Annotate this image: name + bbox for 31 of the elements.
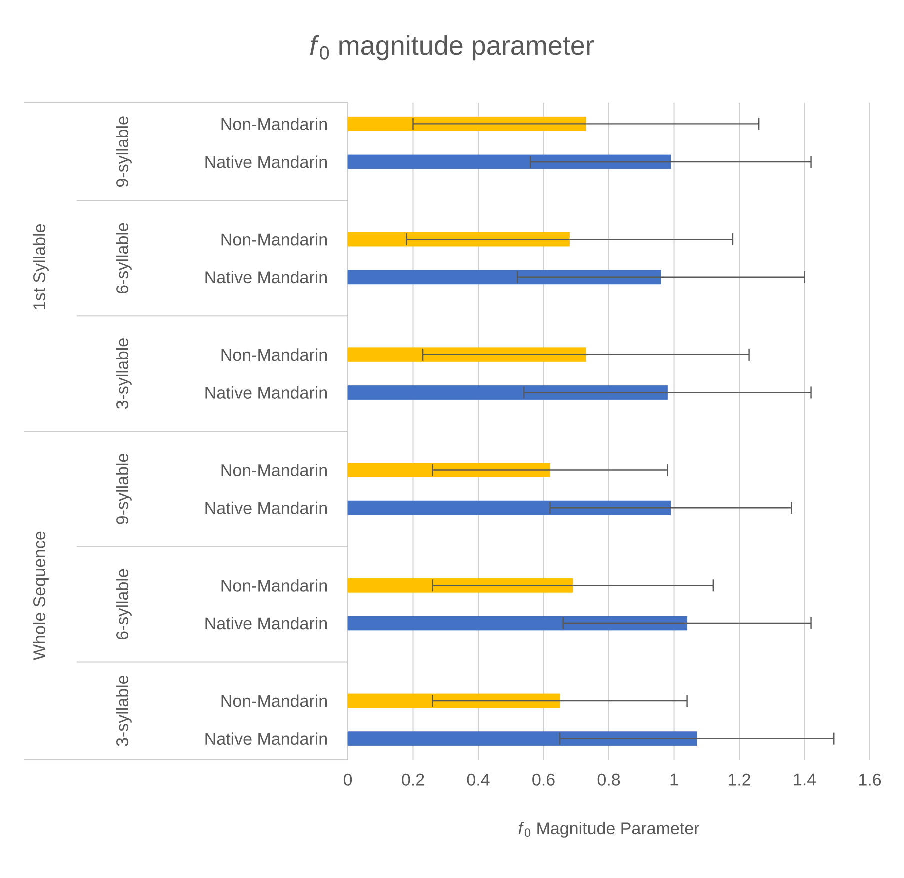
- x-tick-label: 0: [344, 774, 352, 786]
- y-tick-label: Native Mandarin: [206, 156, 327, 168]
- x-tick-label: 0.4: [467, 774, 490, 786]
- y-tick-label: Non-Mandarin: [222, 118, 328, 130]
- y-tick-label: Non-Mandarin: [222, 348, 328, 362]
- x-tick-label: 1.2: [728, 774, 750, 786]
- x-tick-label: 0.6: [532, 774, 555, 786]
- x-tick-label: 0.8: [598, 774, 620, 786]
- chart-title: f$_{0}$ magnitude parameter: [310, 35, 594, 61]
- y-tick-label: Native Mandarin: [206, 271, 327, 284]
- text: 6-syllable: [116, 569, 132, 640]
- x-tick-label: 0.2: [402, 774, 424, 786]
- y-tick-label: Native Mandarin: [206, 732, 327, 746]
- y-tick-label: Native Mandarin: [206, 502, 327, 514]
- text: Whole Sequence: [33, 532, 49, 660]
- x-tick-label: 1.6: [859, 774, 882, 786]
- y-tick-label: Non-Mandarin: [222, 464, 328, 477]
- y-tick-label: Non-Mandarin: [222, 579, 328, 592]
- y-tick-label: Native Mandarin: [206, 386, 327, 399]
- text: 6-syllable: [116, 223, 132, 294]
- x-axis-title: f$_{0}$ Magnitude Parameter: [518, 822, 700, 838]
- y-tick-label: Non-Mandarin: [222, 233, 328, 246]
- text: 9-syllable: [116, 116, 132, 187]
- text: 1st Syllable: [33, 224, 49, 310]
- y-tick-label: Non-Mandarin: [222, 694, 328, 708]
- text: 9-syllable: [116, 454, 132, 524]
- y-tick-label: Native Mandarin: [206, 617, 327, 630]
- x-tick-label: 1.4: [794, 774, 816, 786]
- x-tick-label: 1: [670, 774, 678, 786]
- text: 3-syllable: [116, 338, 132, 410]
- text: 3-syllable: [116, 676, 132, 746]
